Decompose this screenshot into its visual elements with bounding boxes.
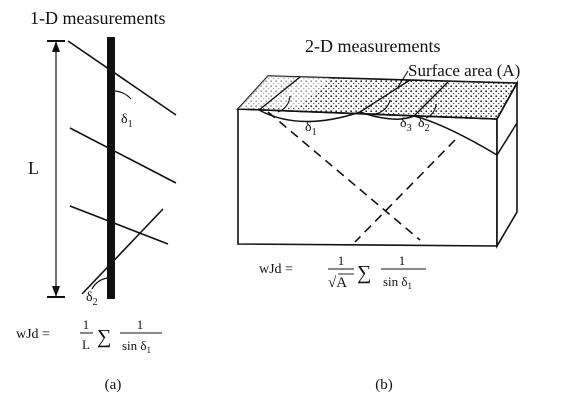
panel-b: 2-D measurements δ1 δ3 δ2 Surface area (… xyxy=(236,36,520,393)
formula-1d-sum: ∑ xyxy=(97,326,111,348)
block-front-face xyxy=(237,108,498,247)
joint-trace-4 xyxy=(81,208,164,295)
dashed-joint-plane-1 xyxy=(267,111,421,241)
joint-trace-2 xyxy=(69,127,177,184)
angle-label-b-delta3: δ3 xyxy=(400,116,412,134)
angle-label-delta1: δ1 xyxy=(121,112,133,130)
angle-arc-b-delta3 xyxy=(371,99,391,115)
surface-lighter-patch xyxy=(238,76,330,109)
angle-arc-delta2 xyxy=(91,277,108,290)
formula-1d: wJd = 1 L ∑ 1 sin δ1 xyxy=(16,317,162,355)
surface-joint-trace-1 xyxy=(258,76,301,111)
length-label: L xyxy=(28,158,39,178)
formula-2d-frac1-den: √A xyxy=(328,275,347,291)
angle-arc-delta1 xyxy=(110,90,132,100)
formula-1d-frac1-den: L xyxy=(82,337,90,352)
formula-1d-frac2-den: sin δ1 xyxy=(122,338,151,355)
dashed-joint-plane-2 xyxy=(354,139,456,243)
surface-joint-trace-2 xyxy=(359,79,411,113)
joint-trace-1 xyxy=(67,40,177,116)
formula-2d-frac2-num: 1 xyxy=(399,253,406,268)
formula-1d-frac1-num: 1 xyxy=(83,317,90,332)
formula-2d: wJd = 1 √A ∑ 1 sin δ1 xyxy=(259,253,426,291)
angle-arc-b-delta1 xyxy=(277,95,291,113)
caption-b: (b) xyxy=(375,377,393,393)
angle-label-b-delta1: δ1 xyxy=(305,120,317,138)
joint-trace-3 xyxy=(69,205,169,245)
length-arrow-top xyxy=(52,41,60,52)
formula-1d-lhs: wJd = xyxy=(16,327,50,342)
angle-arc-b-delta2 xyxy=(425,103,437,119)
surface-area-leader xyxy=(397,70,409,88)
panel-a-title: 1-D measurements xyxy=(30,8,165,28)
surface-area-label: Surface area (A) xyxy=(408,61,520,80)
panel-a: 1-D measurements L δ1 δ2 wJd = 1 L ∑ 1 s… xyxy=(16,8,177,393)
angle-label-b-delta2: δ2 xyxy=(418,116,430,134)
angle-label-delta2: δ2 xyxy=(86,290,98,308)
length-arrow-bottom xyxy=(52,286,60,297)
front-joint-trace xyxy=(258,109,518,157)
formula-2d-lhs: wJd = xyxy=(259,262,293,277)
formula-2d-sum: ∑ xyxy=(357,262,371,284)
caption-a: (a) xyxy=(105,377,122,393)
surface-joint-trace-3 xyxy=(413,81,449,117)
formula-1d-frac2-num: 1 xyxy=(137,317,144,332)
formula-2d-frac1-num: 1 xyxy=(338,253,345,268)
formula-2d-frac2-den: sin δ1 xyxy=(383,274,412,291)
panel-b-title: 2-D measurements xyxy=(305,36,440,56)
